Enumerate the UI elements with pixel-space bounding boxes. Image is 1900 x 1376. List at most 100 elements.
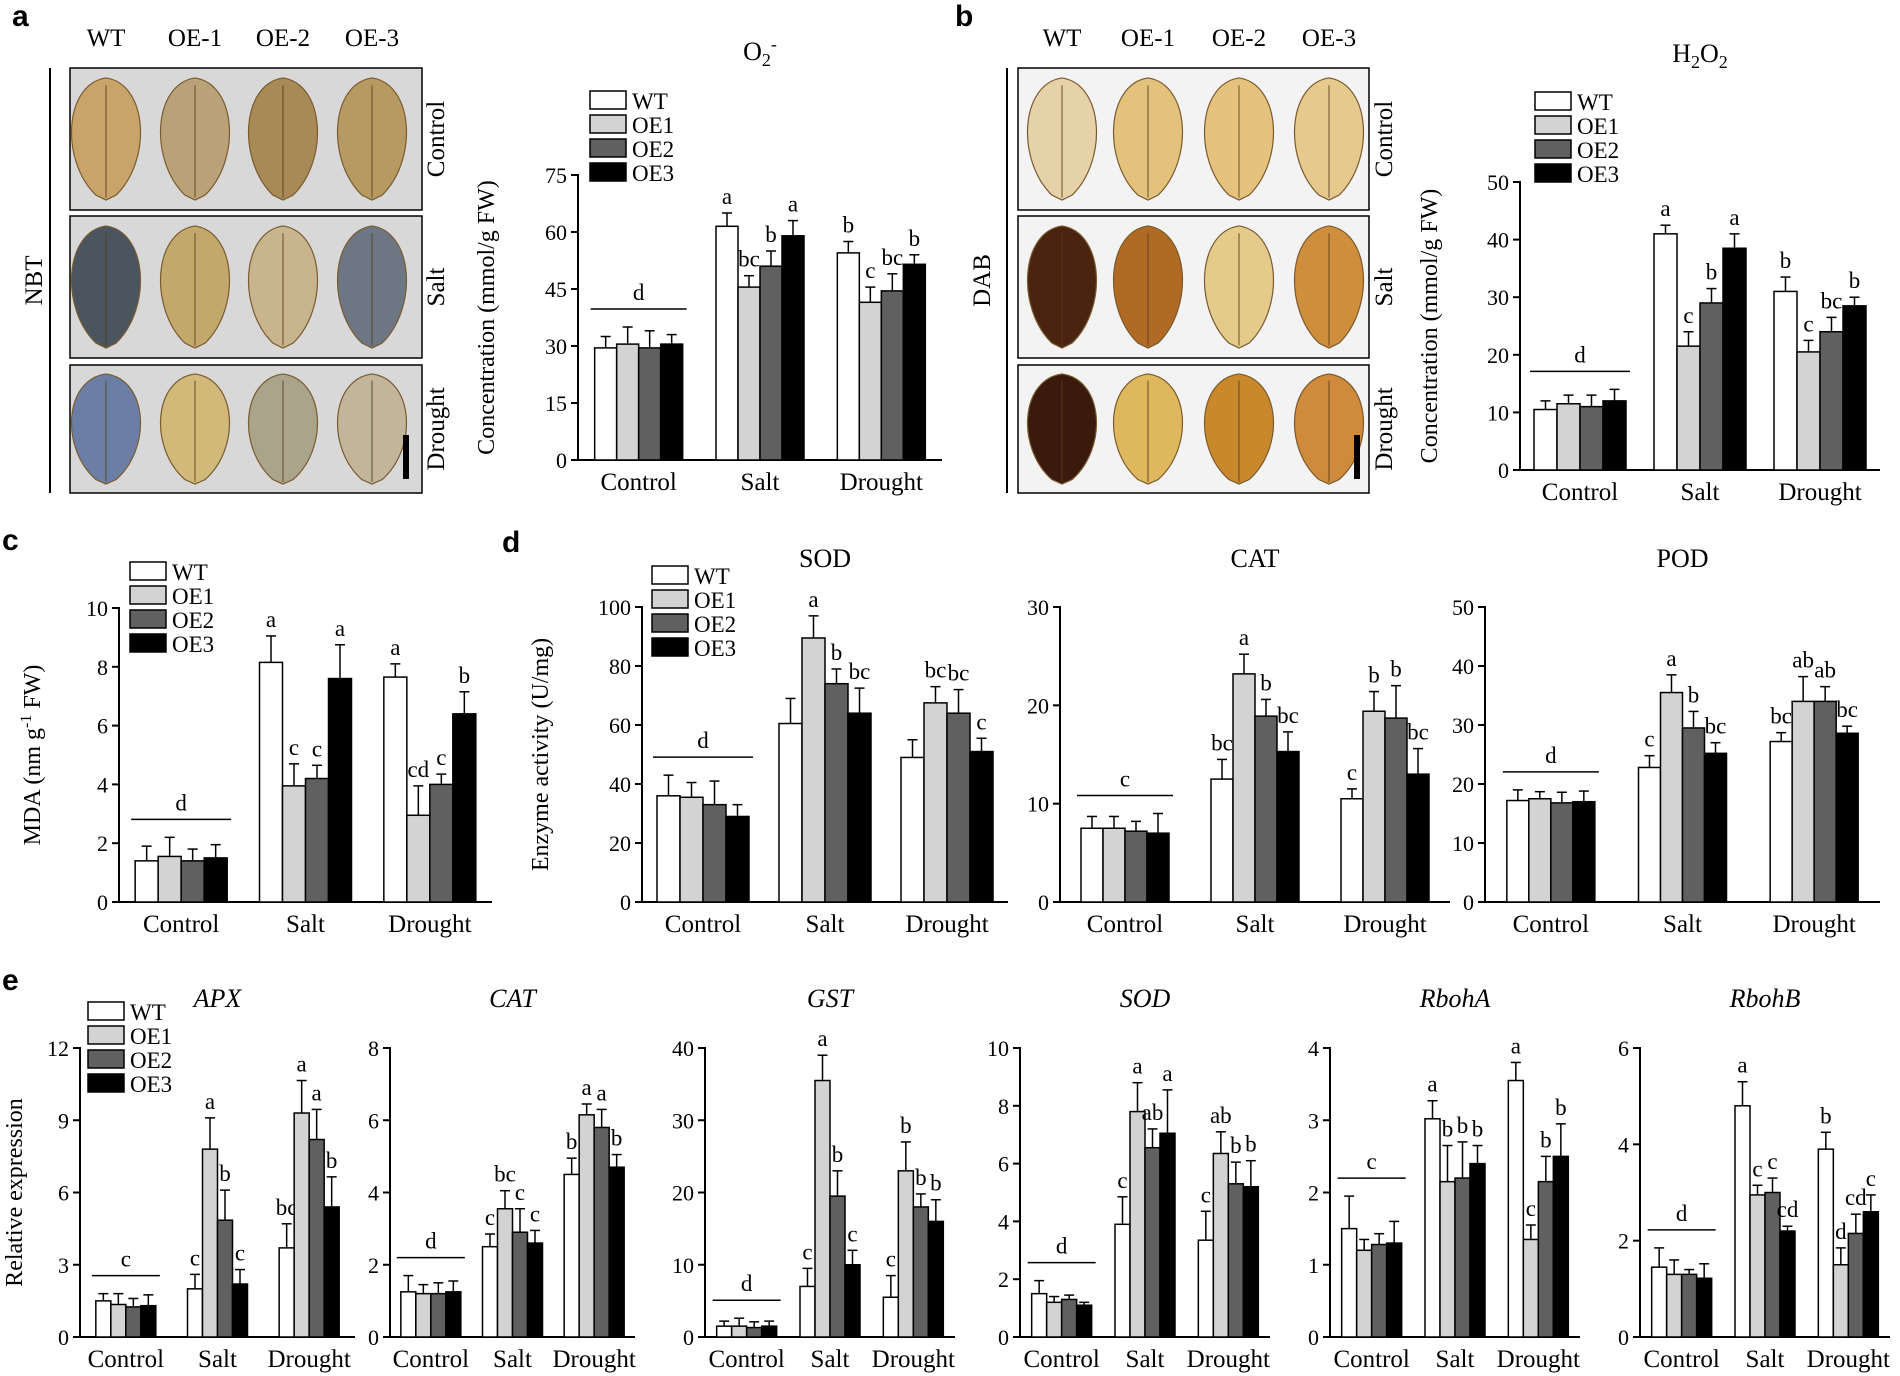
significance-letter: b <box>843 213 855 238</box>
y-tick-label: 40 <box>609 772 631 797</box>
bar <box>95 1300 112 1338</box>
y-tick-label: 3 <box>1308 1108 1319 1133</box>
significance-letter: b <box>1442 1117 1454 1142</box>
y-tick-label: 60 <box>545 220 567 245</box>
bar <box>1550 802 1574 903</box>
chart-title: SOD <box>799 544 851 573</box>
legend-label: OE3 <box>130 1072 172 1097</box>
x-tick-label: Salt <box>1126 1346 1165 1373</box>
bar <box>829 1195 846 1338</box>
bar <box>912 1206 930 1338</box>
bar <box>847 712 872 903</box>
legend-label: OE1 <box>1577 114 1619 139</box>
panel-label-b: b <box>955 0 973 33</box>
significance-letter: a <box>1729 205 1739 230</box>
bar <box>110 1303 127 1338</box>
bar <box>1796 351 1821 471</box>
significance-letter: b <box>1457 1113 1469 1138</box>
significance-letter: b <box>1706 260 1718 285</box>
bar <box>1681 727 1706 903</box>
significance-letter: a <box>1666 646 1676 671</box>
group-letter: c <box>121 1247 131 1272</box>
significance-letter: c <box>289 735 299 760</box>
significance-letter: a <box>1511 1033 1521 1058</box>
bar <box>715 1325 733 1338</box>
significance-letter: c <box>847 1221 857 1246</box>
bar <box>1424 1118 1441 1338</box>
bar <box>496 1208 514 1338</box>
legend-swatch <box>651 589 689 609</box>
legend-label: OE2 <box>632 137 674 162</box>
bar <box>1862 1211 1880 1338</box>
significance-letter: b <box>930 1171 942 1196</box>
legend-swatch <box>129 585 167 605</box>
significance-letter: bc <box>849 659 871 684</box>
legend-label: OE2 <box>1577 138 1619 163</box>
row-label: Control <box>1371 101 1398 177</box>
significance-letter: b <box>1368 663 1380 688</box>
bar <box>1791 700 1815 903</box>
legend-label: OE3 <box>694 636 736 661</box>
y-tick-label: 80 <box>609 654 631 679</box>
bar <box>1835 732 1859 903</box>
column-label: OE-1 <box>1121 25 1175 52</box>
bar <box>1533 408 1558 471</box>
legend-label: OE2 <box>694 612 736 637</box>
x-tick-label: Drought <box>872 1346 955 1373</box>
significance-letter: c <box>1526 1196 1536 1221</box>
legend-label: WT <box>632 89 668 114</box>
bar <box>659 343 684 461</box>
y-tick-label: 0 <box>620 890 631 915</box>
x-tick-label: Drought <box>905 911 988 938</box>
panel-label-c: c <box>2 524 19 557</box>
y-tick-label: 50 <box>1452 595 1474 620</box>
bar <box>593 347 618 461</box>
bar <box>844 1264 861 1338</box>
y-tick-label: 4 <box>1618 1132 1629 1157</box>
y-tick-label: 0 <box>998 1325 1009 1350</box>
y-tick-label: 40 <box>1452 654 1474 679</box>
bar <box>134 860 159 903</box>
significance-letter: b <box>1780 248 1792 273</box>
bar <box>578 1114 595 1338</box>
significance-letter: c <box>1767 1149 1777 1174</box>
y-tick-label: 4 <box>368 1181 379 1206</box>
row-label: Drought <box>1371 387 1398 470</box>
significance-letter: a <box>205 1089 215 1114</box>
panel-label-d: d <box>502 526 520 559</box>
y-tick-label: 4 <box>97 772 108 797</box>
bar <box>429 783 454 903</box>
significance-letter: c <box>886 1247 896 1272</box>
bar <box>1454 1177 1471 1338</box>
legend-swatch <box>87 1073 125 1093</box>
significance-letter: d <box>1835 1219 1847 1244</box>
significance-letter: a <box>266 607 276 632</box>
significance-letter: bc <box>494 1162 516 1187</box>
significance-letter: b <box>1555 1095 1567 1120</box>
y-tick-label: 60 <box>609 713 631 738</box>
bar <box>1552 1155 1570 1338</box>
y-tick-label: 0 <box>1618 1325 1629 1350</box>
panel-label-e: e <box>2 964 19 997</box>
legend-swatch <box>87 1025 125 1045</box>
significance-letter: b <box>611 1126 623 1151</box>
bar <box>258 661 284 903</box>
bar <box>1340 798 1364 903</box>
significance-letter: c <box>802 1239 812 1264</box>
significance-letter: c <box>485 1205 495 1230</box>
legend-swatch <box>651 613 689 633</box>
significance-letter: cd <box>1777 1197 1799 1222</box>
bar <box>637 347 662 461</box>
row-label: Salt <box>423 268 450 307</box>
bar <box>1227 1183 1245 1338</box>
bar <box>1734 1105 1751 1338</box>
y-tick-label: 0 <box>1498 458 1509 483</box>
x-tick-label: Salt <box>286 911 325 938</box>
nbt-leaf-grid: WT OE-1 OE-2 OE-3 NBT Control Salt Drought <box>21 25 450 494</box>
significance-letter: ab <box>1210 1103 1232 1128</box>
significance-letter: bc <box>1211 730 1233 755</box>
